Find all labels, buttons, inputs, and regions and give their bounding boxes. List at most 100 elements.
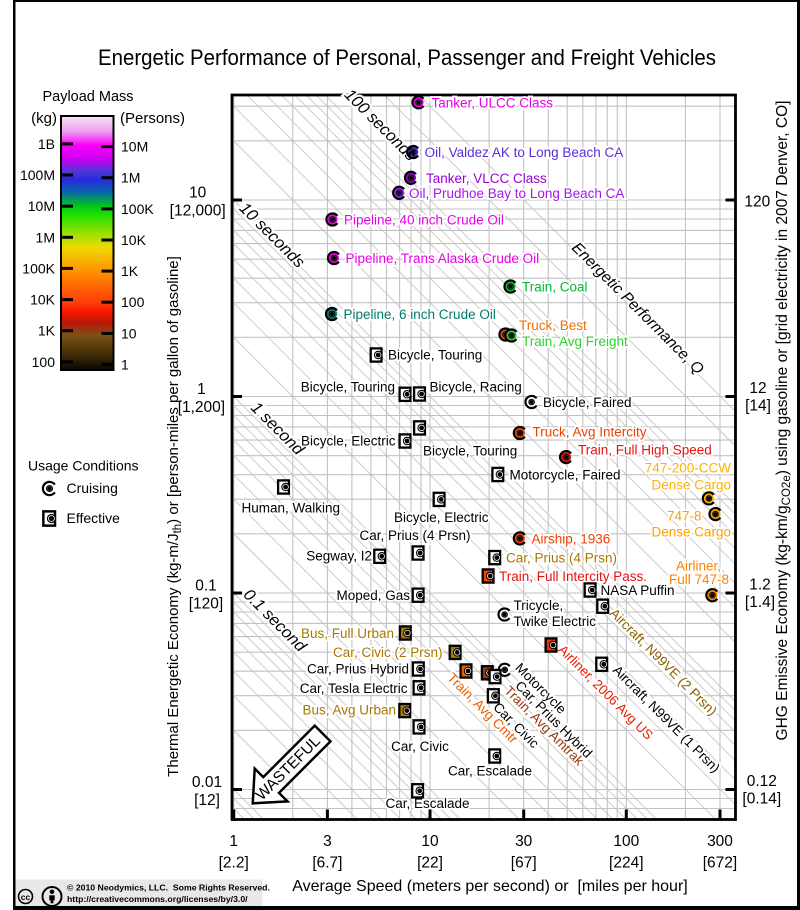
svg-text:Bus, Avg Urban: Bus, Avg Urban	[302, 703, 396, 718]
svg-text:Average Speed (meters per seco: Average Speed (meters per second) or [mi…	[292, 878, 687, 895]
svg-text:10K: 10K	[121, 232, 147, 248]
svg-text:Bus, Full Urban: Bus, Full Urban	[301, 626, 394, 641]
svg-text:100: 100	[121, 294, 145, 310]
svg-text:Dense Cargo: Dense Cargo	[651, 478, 731, 493]
svg-text:100K: 100K	[121, 201, 154, 217]
svg-text:Pipeline, Trans Alaska Crude O: Pipeline, Trans Alaska Crude Oil	[346, 251, 540, 266]
svg-text:Pipeline, 6 inch Crude Oil: Pipeline, 6 inch Crude Oil	[344, 307, 496, 322]
svg-text:Bicycle, Touring: Bicycle, Touring	[388, 348, 482, 363]
svg-text:Pipeline, 40 inch Crude Oil: Pipeline, 40 inch Crude Oil	[344, 213, 504, 228]
svg-text:Train, Full Intercity Pass.: Train, Full Intercity Pass.	[499, 569, 647, 584]
svg-text:Truck, Best: Truck, Best	[519, 318, 587, 333]
svg-text:Tricycle,: Tricycle,	[514, 598, 564, 613]
svg-text:Motorcycle, Faired: Motorcycle, Faired	[510, 468, 621, 483]
svg-text:Dense Cargo: Dense Cargo	[651, 478, 731, 493]
svg-text:Train, Full High Speed: Train, Full High Speed	[578, 443, 712, 458]
svg-text:0.1: 0.1	[195, 578, 217, 595]
svg-text:Moped, Gas: Moped, Gas	[336, 588, 410, 603]
svg-text:Bicycle, Racing: Bicycle, Racing	[430, 379, 522, 394]
svg-text:Bicycle, Electric: Bicycle, Electric	[394, 510, 489, 525]
svg-text:[12]: [12]	[194, 792, 220, 809]
svg-text:Dense Cargo: Dense Cargo	[651, 525, 731, 540]
svg-text:1: 1	[197, 381, 206, 398]
svg-text:10K: 10K	[30, 292, 56, 308]
svg-text:Airliner,: Airliner,	[676, 559, 721, 574]
svg-text:Tanker, VLCC Class: Tanker, VLCC Class	[426, 171, 547, 186]
svg-text:Bicycle, Faired: Bicycle, Faired	[543, 395, 632, 410]
svg-text:Train, Coal: Train, Coal	[522, 280, 588, 295]
svg-text:Cruising: Cruising	[67, 480, 118, 496]
svg-text:Car, Civic (2 Prsn): Car, Civic (2 Prsn)	[333, 645, 443, 660]
svg-text:[14]: [14]	[745, 398, 771, 415]
svg-text:Bicycle, Touring: Bicycle, Touring	[423, 444, 517, 459]
svg-text:Bus, Full Urban: Bus, Full Urban	[301, 626, 394, 641]
svg-text:Car, Escalade: Car, Escalade	[448, 764, 532, 779]
svg-text:Car, Civic (2 Prsn): Car, Civic (2 Prsn)	[333, 645, 443, 660]
svg-text:Oil, Valdez AK to Long Beach C: Oil, Valdez AK to Long Beach CA	[425, 145, 624, 160]
svg-text:Thermal Energetic Economy (kg-: Thermal Energetic Economy (kg-m/Jth) or …	[165, 256, 184, 777]
svg-text:0.01: 0.01	[192, 774, 222, 791]
svg-text:10: 10	[421, 833, 439, 850]
svg-text:Bicycle, Electric: Bicycle, Electric	[301, 433, 396, 448]
svg-text:cc: cc	[21, 892, 31, 902]
svg-text:[0.14]: [0.14]	[742, 791, 781, 808]
svg-text:Car, Civic: Car, Civic	[391, 739, 449, 754]
svg-text:Car, Prius Hybrid: Car, Prius Hybrid	[307, 662, 409, 677]
svg-text:Dense Cargo: Dense Cargo	[651, 525, 731, 540]
svg-text:Oil, Valdez AK to Long Beach C: Oil, Valdez AK to Long Beach CA	[425, 145, 624, 160]
svg-text:10M: 10M	[28, 198, 55, 214]
svg-text:Car, Prius (4 Prsn): Car, Prius (4 Prsn)	[506, 551, 617, 566]
svg-text:100K: 100K	[22, 260, 55, 276]
svg-text:747-8: 747-8	[667, 509, 702, 524]
svg-text:Bicycle, Touring: Bicycle, Touring	[423, 444, 517, 459]
svg-text:[22]: [22]	[417, 855, 443, 872]
svg-text:Airliner,: Airliner,	[676, 559, 721, 574]
svg-text:[12,000]: [12,000]	[170, 203, 226, 220]
svg-text:Oil, Prudhoe Bay to Long Beach: Oil, Prudhoe Bay to Long Beach CA	[409, 186, 624, 201]
svg-text:300: 300	[707, 833, 733, 850]
svg-text:747-200-CCW: 747-200-CCW	[645, 461, 732, 476]
svg-text:Car, Civic: Car, Civic	[391, 739, 449, 754]
svg-text:100: 100	[613, 833, 639, 850]
svg-text:Car, Prius (4 Prsn): Car, Prius (4 Prsn)	[359, 528, 470, 543]
svg-text:Car, Prius Hybrid: Car, Prius Hybrid	[307, 662, 409, 677]
svg-text:(kg): (kg)	[31, 110, 57, 127]
svg-text:Train, Avg Freight: Train, Avg Freight	[522, 334, 628, 349]
svg-text:1M: 1M	[121, 170, 140, 186]
svg-text:Tanker, ULCC Class: Tanker, ULCC Class	[432, 95, 554, 110]
svg-text:Motorcycle, Faired: Motorcycle, Faired	[510, 468, 621, 483]
svg-text:Car, Escalade: Car, Escalade	[448, 764, 532, 779]
svg-text:Car, Tesla Electric: Car, Tesla Electric	[300, 681, 408, 696]
svg-text:Train, Avg Freight: Train, Avg Freight	[522, 334, 628, 349]
svg-text:Segway, I2: Segway, I2	[306, 549, 372, 564]
svg-text:Moped, Gas: Moped, Gas	[336, 588, 410, 603]
svg-text:Twike Electric: Twike Electric	[514, 614, 597, 629]
svg-text:[120]: [120]	[189, 596, 223, 613]
svg-text:Car, Escalade: Car, Escalade	[385, 796, 469, 811]
svg-text:Twike Electric: Twike Electric	[514, 614, 597, 629]
svg-text:Pipeline, 40 inch Crude Oil: Pipeline, 40 inch Crude Oil	[344, 213, 504, 228]
svg-text:Tricycle,: Tricycle,	[514, 598, 564, 613]
svg-text:[224]: [224]	[609, 855, 643, 872]
svg-text:Energetic Performance of Perso: Energetic Performance of Personal, Passe…	[98, 45, 716, 70]
svg-text:Truck, Best: Truck, Best	[519, 318, 587, 333]
svg-text:1M: 1M	[36, 229, 55, 245]
svg-text:Full 747-8: Full 747-8	[669, 572, 729, 587]
svg-text:Human, Walking: Human, Walking	[242, 501, 341, 516]
svg-text:Bicycle, Faired: Bicycle, Faired	[543, 395, 632, 410]
svg-text:Truck, Avg Intercity: Truck, Avg Intercity	[533, 425, 647, 440]
svg-text:Train, Coal: Train, Coal	[522, 280, 588, 295]
svg-text:Effective: Effective	[67, 510, 121, 526]
svg-text:[67]: [67]	[511, 855, 537, 872]
svg-text:1B: 1B	[38, 136, 55, 152]
svg-text:Bicycle, Touring: Bicycle, Touring	[388, 348, 482, 363]
svg-text:Full 747-8: Full 747-8	[669, 572, 729, 587]
svg-text:Tanker, ULCC Class: Tanker, ULCC Class	[432, 95, 554, 110]
svg-text:1.2: 1.2	[749, 577, 771, 594]
svg-text:Oil, Prudhoe Bay to Long Beach: Oil, Prudhoe Bay to Long Beach CA	[409, 186, 624, 201]
svg-text:GHG Emissive Economy (kg-km/gC: GHG Emissive Economy (kg-km/gCO2e) using…	[774, 101, 793, 741]
svg-text:[1.4]: [1.4]	[745, 594, 775, 611]
svg-text:747-200-CCW: 747-200-CCW	[645, 461, 732, 476]
svg-text:Train, Full Intercity Pass.: Train, Full Intercity Pass.	[499, 569, 647, 584]
svg-text:100M: 100M	[20, 167, 55, 183]
